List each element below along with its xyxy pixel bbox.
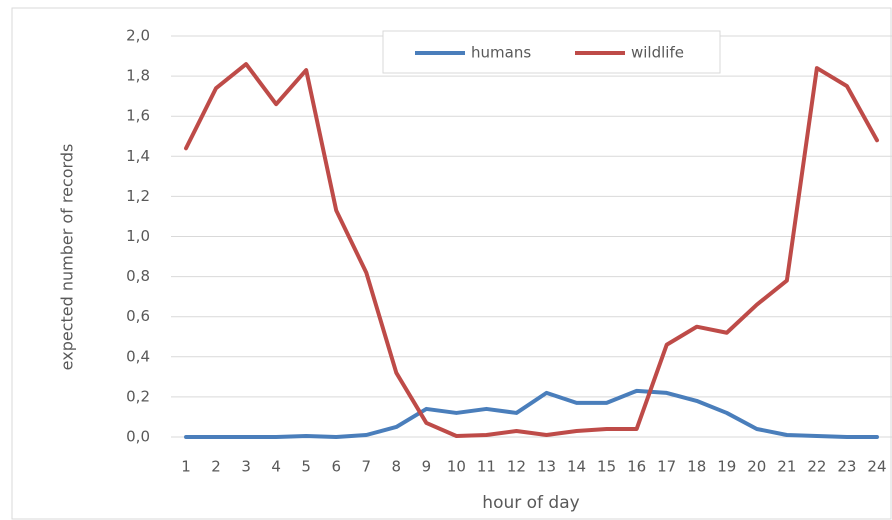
x-tick-label: 17 bbox=[657, 458, 676, 476]
x-tick-label: 24 bbox=[867, 458, 886, 476]
legend-label: wildlife bbox=[631, 44, 684, 62]
x-tick-label: 4 bbox=[271, 458, 281, 476]
y-tick-label: 2,0 bbox=[126, 27, 150, 45]
x-tick-label: 2 bbox=[211, 458, 221, 476]
x-tick-label: 20 bbox=[747, 458, 766, 476]
x-tick-label: 3 bbox=[241, 458, 251, 476]
y-tick-label: 1,8 bbox=[126, 67, 150, 85]
x-tick-label: 21 bbox=[777, 458, 796, 476]
x-tick-label: 7 bbox=[361, 458, 371, 476]
x-tick-label: 13 bbox=[537, 458, 556, 476]
x-axis-label: hour of day bbox=[482, 493, 579, 513]
x-tick-label: 19 bbox=[717, 458, 736, 476]
y-tick-label: 0,2 bbox=[126, 387, 150, 405]
series-line bbox=[184, 62, 879, 438]
x-tick-label: 5 bbox=[301, 458, 311, 476]
x-tick-label: 8 bbox=[392, 458, 402, 476]
y-tick-label: 1,2 bbox=[126, 187, 150, 205]
x-tick-label: 12 bbox=[507, 458, 526, 476]
x-tick-label: 18 bbox=[687, 458, 706, 476]
y-tick-label: 0,0 bbox=[126, 428, 150, 446]
x-tick-label: 1 bbox=[181, 458, 191, 476]
y-tick-label: 0,6 bbox=[126, 307, 150, 325]
x-tick-label: 14 bbox=[567, 458, 586, 476]
y-axis-label: expected number of records bbox=[58, 144, 77, 371]
y-tick-label: 1,4 bbox=[126, 147, 150, 165]
x-tick-label: 11 bbox=[477, 458, 496, 476]
x-tick-label: 15 bbox=[597, 458, 616, 476]
y-tick-label: 0,4 bbox=[126, 347, 150, 365]
x-tick-label: 6 bbox=[331, 458, 341, 476]
x-tick-label: 10 bbox=[447, 458, 466, 476]
legend-label: humans bbox=[471, 44, 531, 62]
x-tick-label: 22 bbox=[807, 458, 826, 476]
x-tick-label: 9 bbox=[422, 458, 432, 476]
x-tick-label: 16 bbox=[627, 458, 646, 476]
y-tick-label: 1,0 bbox=[126, 227, 150, 245]
x-tick-label: 23 bbox=[837, 458, 856, 476]
series-line bbox=[184, 388, 879, 439]
y-tick-label: 0,8 bbox=[126, 267, 150, 285]
y-tick-label: 1,6 bbox=[126, 107, 150, 125]
